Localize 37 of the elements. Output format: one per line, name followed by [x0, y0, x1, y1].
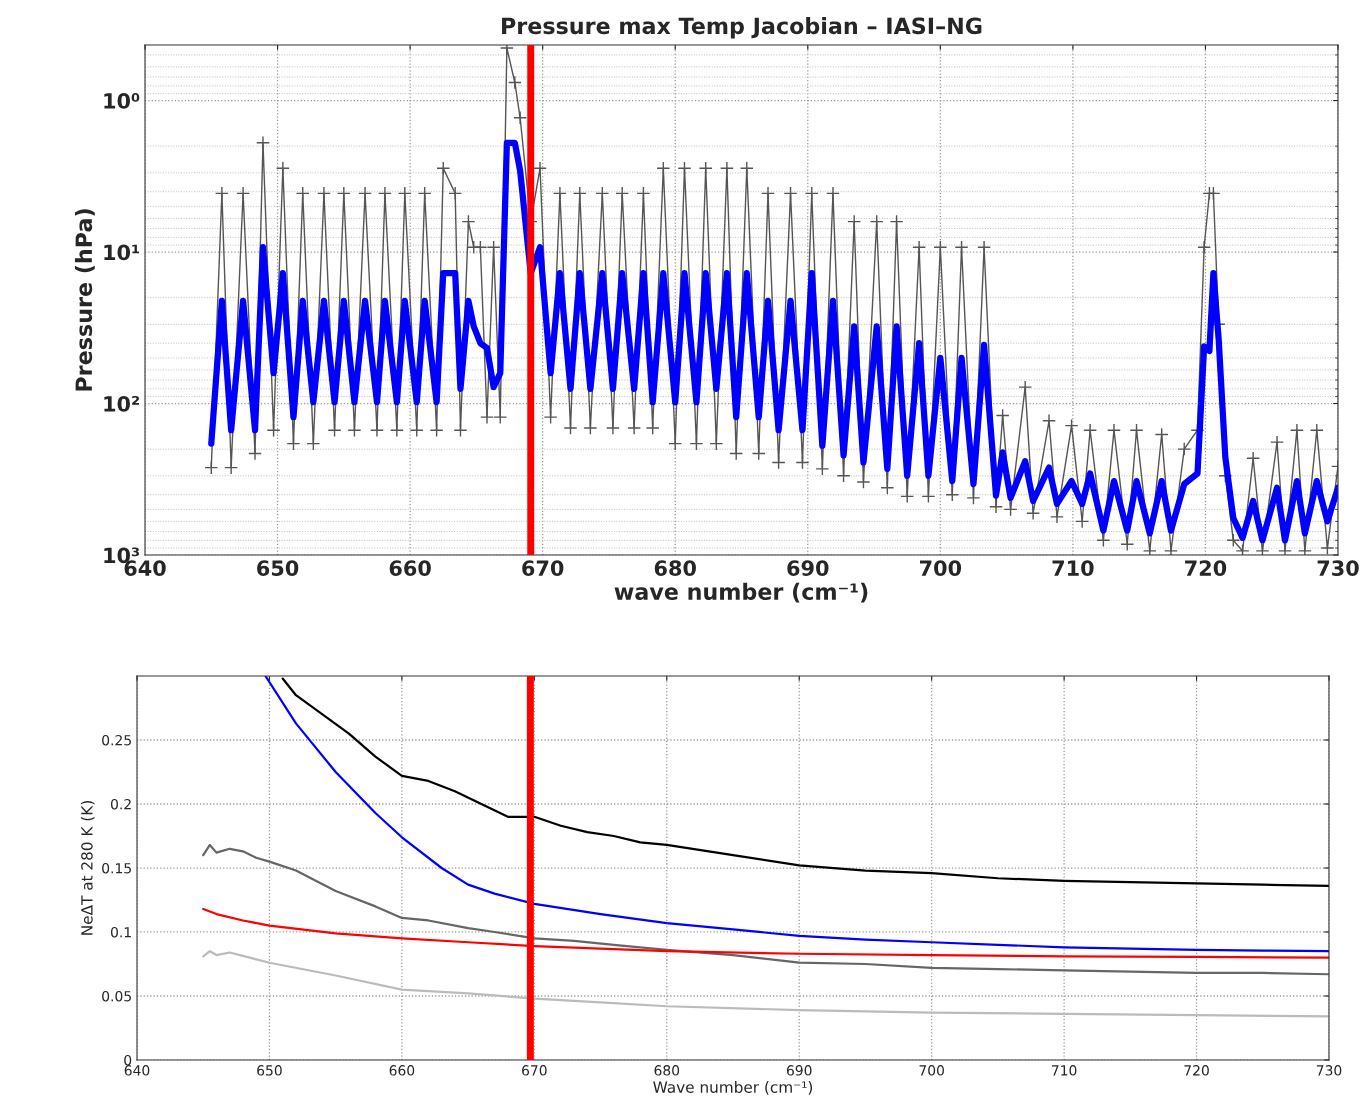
- line-series: [202, 950, 1329, 1018]
- y-tick-label: 0.25: [102, 734, 131, 746]
- x-axis-title: Wave number (cm⁻¹): [653, 1081, 813, 1095]
- y-tick-label: 10¹: [104, 244, 139, 261]
- x-tick-label: 650: [257, 1065, 282, 1076]
- x-tick-label: 720: [1185, 560, 1227, 576]
- x-tick-label: 670: [522, 560, 564, 576]
- y-tick-label: 0.1: [110, 926, 131, 938]
- x-tick-label: 710: [1052, 560, 1094, 576]
- y-tick-label: 0.2: [110, 798, 131, 810]
- y-tick-label: 0.05: [102, 990, 131, 1002]
- y-tick-label: 10²: [104, 395, 139, 412]
- x-tick-label: 680: [654, 560, 696, 576]
- x-tick-label: 650: [257, 560, 299, 576]
- y-tick-label: 0: [124, 1054, 132, 1066]
- x-tick-label: 660: [389, 1065, 415, 1076]
- y-axis-title: Pressure (hPa): [74, 209, 95, 391]
- x-axis-title: wave number (cm⁻¹): [614, 582, 868, 603]
- x-tick-label: 720: [1184, 1065, 1209, 1076]
- line-series: [281, 677, 1329, 888]
- x-tick-label: 660: [389, 560, 431, 576]
- y-tick-label: 10⁰: [104, 92, 140, 109]
- x-tick-label: 710: [1052, 1065, 1077, 1076]
- line-series: [264, 676, 1329, 953]
- x-tick-label: 730: [1316, 1065, 1342, 1076]
- x-tick-label: 690: [787, 560, 829, 576]
- line-series: [202, 843, 1329, 976]
- x-tick-label: 730: [1317, 560, 1359, 576]
- y-tick-label: 0.15: [102, 862, 131, 874]
- x-tick-label: 700: [919, 1065, 944, 1076]
- x-tick-label: 700: [919, 560, 962, 576]
- x-tick-label: 640: [124, 1065, 150, 1076]
- y-axis-title: NeΔT at 280 K (K): [80, 801, 95, 935]
- x-tick-label: 680: [654, 1065, 680, 1076]
- x-tick-label: 690: [786, 1065, 812, 1076]
- chart-title: Pressure max Temp Jacobian – IASI–NG: [502, 17, 982, 39]
- x-tick-label: 670: [522, 1065, 547, 1076]
